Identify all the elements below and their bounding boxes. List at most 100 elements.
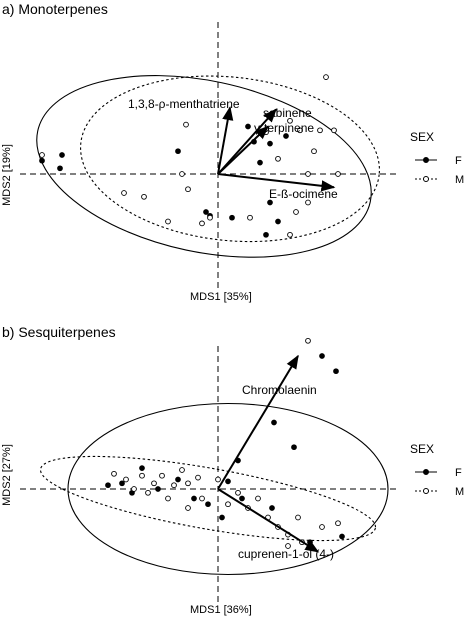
point-m xyxy=(287,231,293,238)
point-m xyxy=(319,524,325,530)
point-m xyxy=(297,127,303,134)
point-m xyxy=(199,495,205,502)
point-m xyxy=(185,505,191,511)
point-f xyxy=(39,157,45,164)
point-m xyxy=(287,117,293,124)
point-m xyxy=(111,470,117,477)
panel-b-ylabel: MDS2 [27%] xyxy=(1,444,13,506)
panel-b-legend-title: SEX xyxy=(410,442,434,456)
panel-a-title: a) Monoterpenes xyxy=(2,1,108,17)
vector-arrow xyxy=(217,354,299,490)
vector-arrow xyxy=(217,173,336,192)
point-m xyxy=(151,480,157,487)
point-f xyxy=(267,199,273,206)
point-f xyxy=(175,148,181,155)
point-f xyxy=(229,214,235,221)
point-m xyxy=(275,155,281,162)
point-m xyxy=(145,489,151,496)
point-f xyxy=(245,123,251,130)
point-f xyxy=(57,165,63,172)
panel-b-legend: F M xyxy=(415,467,464,498)
point-f xyxy=(219,514,225,521)
panel-b-title: b) Sesquiterpenes xyxy=(2,324,116,340)
vector-arrow xyxy=(217,125,270,175)
point-f xyxy=(119,480,125,487)
vector-arrow xyxy=(217,108,277,175)
point-f xyxy=(225,478,231,485)
point-m xyxy=(305,199,311,206)
vector-label: 1,3,8-ρ-menthatriene xyxy=(128,97,240,111)
point-m xyxy=(179,467,185,473)
point-f xyxy=(275,218,281,225)
panel-b-legend-f-label: F xyxy=(455,467,462,479)
panel-b-plot: Chromolaenin cuprenen-1-ol (4-) xyxy=(20,337,400,605)
point-f xyxy=(307,539,313,546)
point-m xyxy=(317,127,323,134)
panel-a-legend-m-marker xyxy=(423,176,429,182)
point-m xyxy=(185,480,191,487)
point-m xyxy=(295,514,301,521)
point-m xyxy=(179,171,185,177)
point-m xyxy=(305,337,311,344)
panel-b-legend-m-marker xyxy=(423,488,429,494)
panel-a-legend: F M xyxy=(415,155,464,186)
point-f xyxy=(283,133,289,139)
point-m xyxy=(183,121,189,128)
point-m xyxy=(285,543,291,549)
point-m xyxy=(331,127,337,134)
point-m xyxy=(199,220,205,227)
point-f xyxy=(239,495,245,502)
point-f xyxy=(203,209,209,215)
point-m xyxy=(305,171,311,177)
point-f xyxy=(271,419,277,426)
point-f xyxy=(155,486,161,492)
panel-a-legend-f-marker xyxy=(423,157,429,163)
point-m xyxy=(121,190,127,196)
point-f xyxy=(333,368,339,375)
panel-b-legend-f-marker xyxy=(423,469,429,475)
panel-a-xlabel: MDS1 [35%] xyxy=(190,291,252,303)
panel-a-legend-f-label: F xyxy=(455,155,462,167)
point-f xyxy=(291,444,297,451)
point-f xyxy=(191,495,197,502)
panel-a-legend-m-label: M xyxy=(455,174,464,186)
point-m xyxy=(165,495,171,502)
panel-a-ylabel: MDS2 [19%] xyxy=(1,144,13,206)
vector-label: E-ß-ocimene xyxy=(269,187,338,201)
point-f xyxy=(105,482,111,489)
point-f xyxy=(139,465,145,471)
vector-label: γ-terpinene xyxy=(254,121,314,135)
vector-label: cuprenen-1-ol (4-) xyxy=(238,547,334,561)
point-m xyxy=(139,472,145,479)
ellipse-m xyxy=(80,75,380,243)
ellipse-f xyxy=(36,75,372,258)
vector-arrow xyxy=(217,106,234,175)
point-m xyxy=(195,474,201,481)
point-m xyxy=(311,148,317,155)
point-f xyxy=(59,152,65,158)
point-m xyxy=(165,218,171,225)
point-f xyxy=(257,159,263,166)
point-m xyxy=(141,193,147,200)
point-m xyxy=(123,476,129,483)
point-f xyxy=(267,140,273,147)
point-f xyxy=(205,501,211,508)
point-m xyxy=(323,74,329,80)
point-m xyxy=(225,501,231,508)
point-f xyxy=(339,533,345,540)
point-f xyxy=(263,231,269,238)
point-f xyxy=(269,505,275,511)
point-m xyxy=(215,476,221,483)
point-f xyxy=(319,353,325,359)
point-m xyxy=(207,214,213,221)
ellipse-m xyxy=(39,455,377,542)
point-m xyxy=(335,171,341,177)
ellipse-f xyxy=(67,402,389,576)
point-m xyxy=(159,472,165,479)
point-m xyxy=(255,495,261,502)
point-m xyxy=(185,186,191,193)
point-m xyxy=(293,209,299,215)
